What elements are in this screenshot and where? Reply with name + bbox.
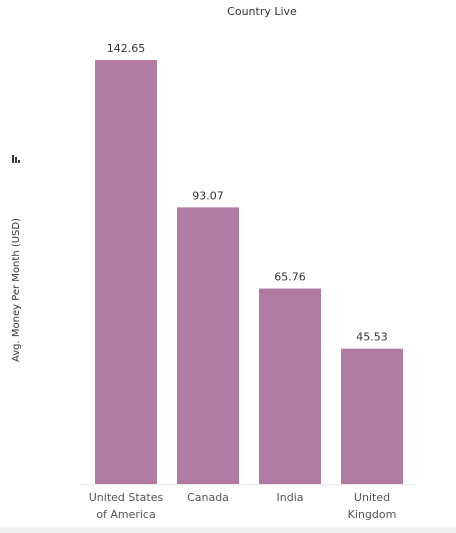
x-tick-label: United Kingdom <box>347 491 397 521</box>
value-label: 142.65 <box>107 42 146 55</box>
x-tick-label: Canada <box>187 491 229 504</box>
x-tick-label: India <box>276 491 304 504</box>
axis-icon <box>12 155 20 163</box>
bar <box>341 348 403 484</box>
value-label: 45.53 <box>356 331 388 344</box>
x-tick-label: United States of America <box>88 491 164 521</box>
footer-band <box>0 527 456 533</box>
bar <box>177 207 239 484</box>
value-label: 93.07 <box>192 189 224 202</box>
bar <box>95 60 157 484</box>
chart-title: Country Live <box>227 5 297 18</box>
value-label: 65.76 <box>274 271 306 284</box>
bar <box>259 288 321 484</box>
y-axis-label: Avg. Money Per Month (USD) <box>11 218 22 362</box>
